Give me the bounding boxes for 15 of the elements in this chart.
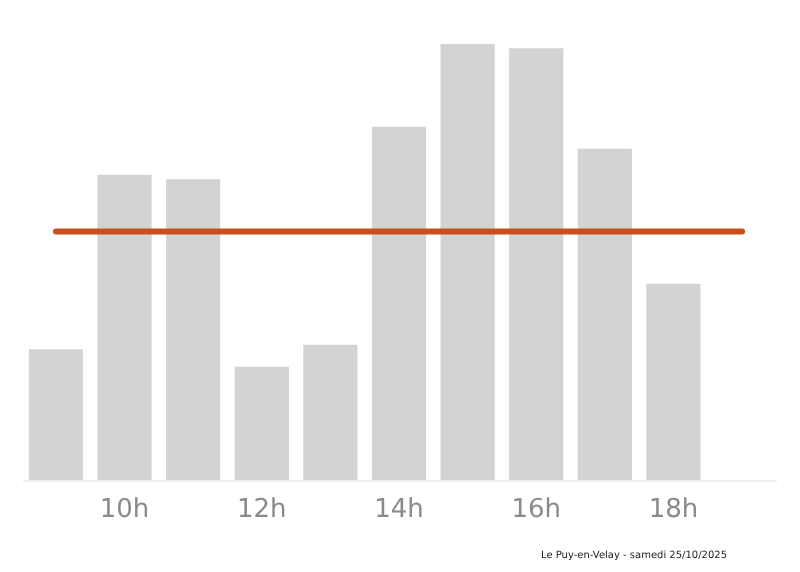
bar — [166, 179, 221, 480]
bar — [577, 148, 632, 480]
bar — [646, 283, 701, 480]
x-tick-label: 16h — [511, 495, 561, 525]
bar — [440, 44, 495, 480]
x-tick-label: 12h — [237, 495, 287, 525]
bar — [234, 366, 289, 480]
x-tick-label: 10h — [99, 495, 150, 525]
x-tick-label: 14h — [374, 495, 424, 525]
x-tick-label: 18h — [648, 495, 699, 525]
bar — [371, 126, 427, 480]
bar — [509, 48, 564, 480]
bar — [303, 344, 358, 480]
bar — [28, 349, 84, 480]
bar — [97, 174, 152, 480]
